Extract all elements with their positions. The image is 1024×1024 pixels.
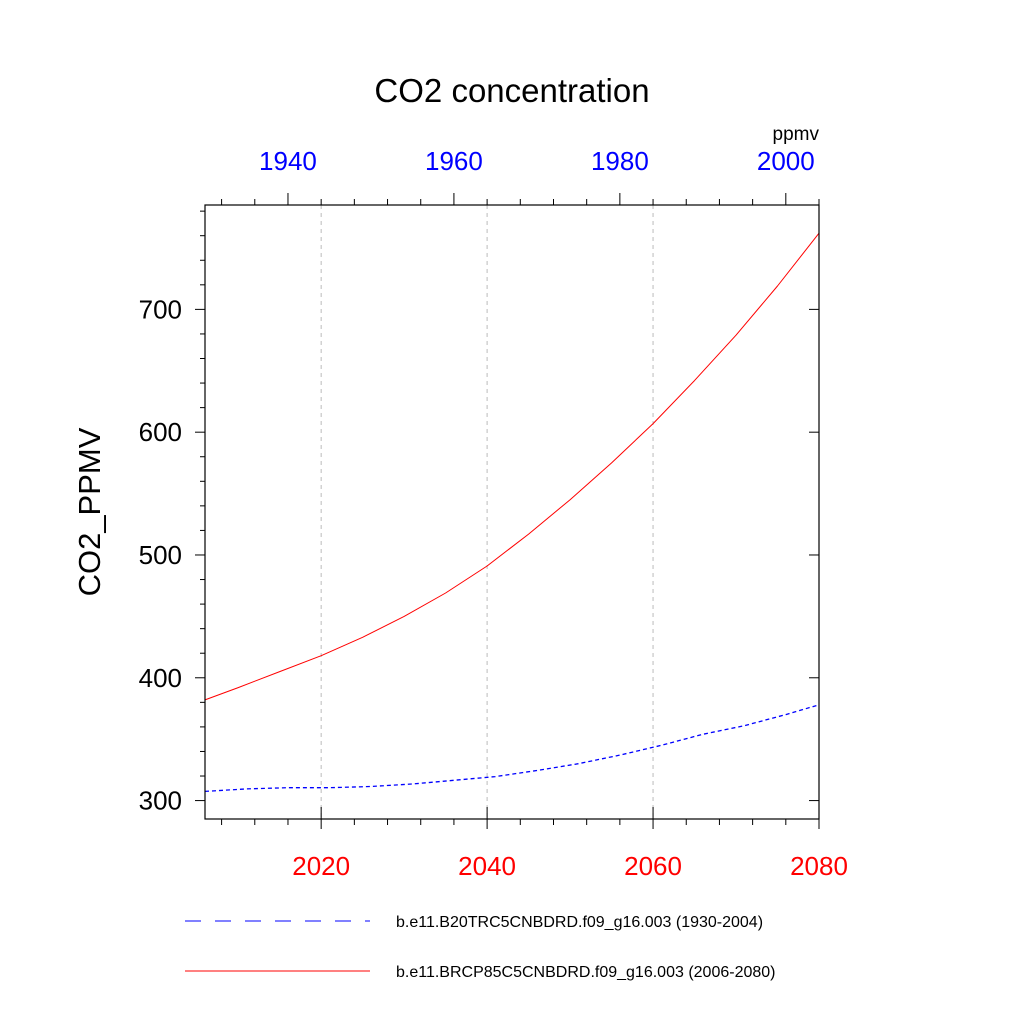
series-lines (204, 232, 820, 793)
top-tick-label: 1960 (425, 146, 483, 176)
top-tick-label: 2000 (757, 146, 815, 176)
top-tick-label: 1980 (591, 146, 649, 176)
y-tick-label: 600 (139, 417, 182, 447)
bottom-tick-label: 2040 (458, 851, 516, 881)
legend: b.e11.B20TRC5CNBDRD.f09_g16.003 (1930-20… (185, 914, 775, 981)
bottom-tick-label: 2020 (292, 851, 350, 881)
bottom-tick-label: 2080 (790, 851, 848, 881)
tick-labels: 2020 2040 2060 2080 1940 1960 1980 2000 300 400 50… (139, 146, 848, 881)
y-tick-label: 400 (139, 663, 182, 693)
top-tick-label: 1940 (259, 146, 317, 176)
y-tick-label: 500 (139, 540, 182, 570)
series-line-0 (204, 704, 820, 793)
axis-ticks (195, 193, 820, 829)
series-line-1 (204, 232, 820, 701)
plot-frame (204, 204, 820, 820)
legend-label-historical: b.e11.B20TRC5CNBDRD.f09_g16.003 (1930-20… (396, 914, 763, 931)
y-axis-label: CO2_PPMV (72, 427, 107, 596)
y-tick-label: 300 (139, 786, 182, 816)
bottom-tick-label: 2060 (624, 851, 682, 881)
legend-label-rcp85: b.e11.BRCP85C5CNBDRD.f09_g16.003 (2006-2… (396, 964, 775, 981)
chart-title: CO2 concentration (374, 72, 649, 109)
units-label: ppmv (773, 124, 820, 145)
vertical-grid (320, 205, 654, 819)
y-tick-label: 700 (139, 294, 182, 324)
